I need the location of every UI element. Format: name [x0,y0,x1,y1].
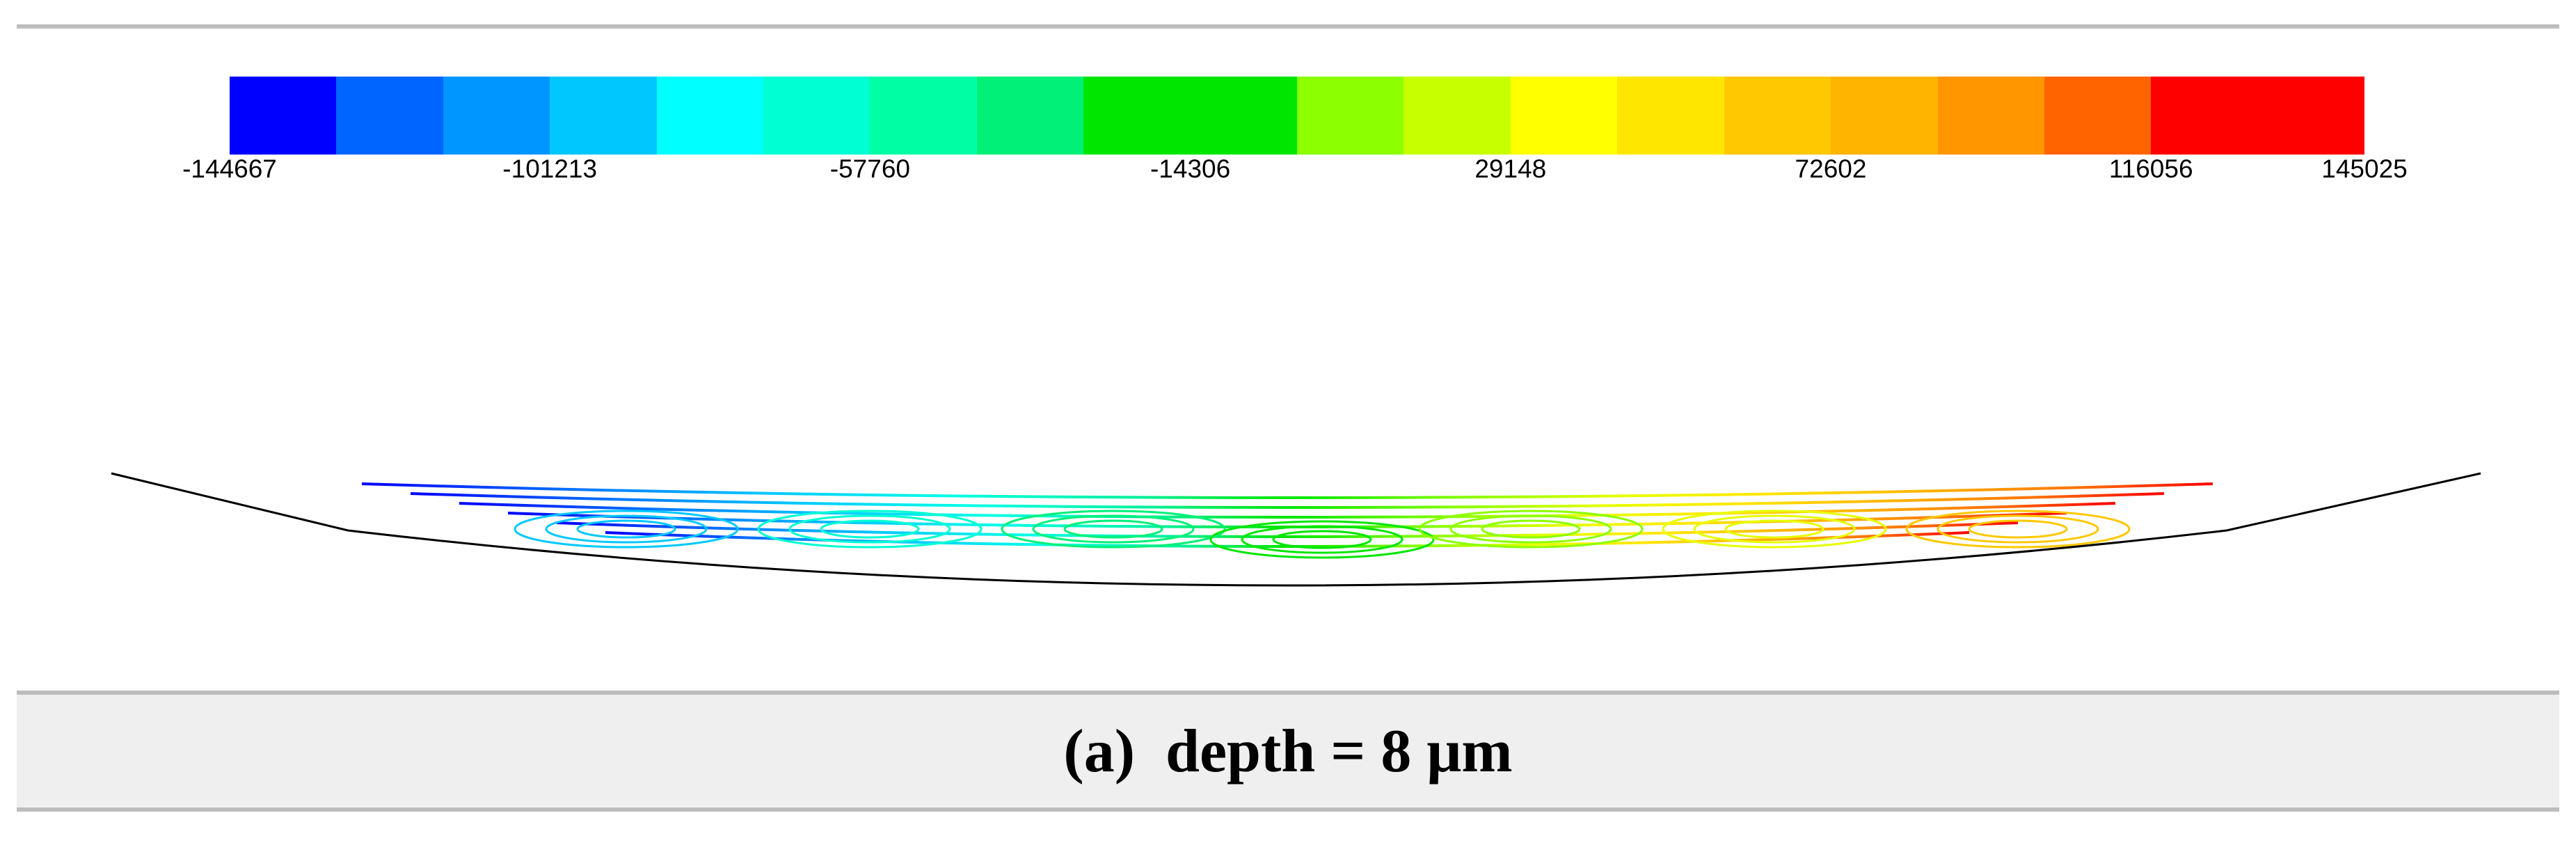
legend-tick-label: -101213 [502,155,598,183]
legend-swatch [763,77,870,155]
legend-swatch [1190,77,1298,155]
eddy-contour [1481,519,1581,539]
cavity-wall [111,472,2481,587]
legend-swatch [1404,77,1511,155]
legend-tick-label: -14306 [1150,155,1231,183]
eddy-contour [514,510,739,549]
caption-top-rule [17,691,2559,695]
eddy-contour [1241,525,1404,554]
figure-caption: (a) depth = 8 μm [1063,717,1513,785]
legend-swatch [336,77,443,155]
eddy-contour [576,519,676,539]
streamline [605,531,1970,548]
eddy-contour [1001,510,1226,549]
streamline [361,482,2213,499]
legend-swatch [1831,77,1938,155]
legend-swatch [1297,77,1404,155]
legend-swatch [1937,77,2044,155]
legend-tick-label: 145025 [2321,155,2408,183]
eddy-contour [1905,510,2131,549]
legend-swatch [656,77,764,155]
legend-tick-label: 29148 [1474,155,1547,183]
legend-tick-label: -57760 [829,155,910,183]
eddy-contour [1209,520,1435,559]
legend-tick-label: 116056 [2108,155,2193,183]
eddy-contour [1693,514,1856,544]
legend-swatch [550,77,657,155]
streamlines [111,378,2481,548]
eddy-contour [545,514,708,544]
eddy-contour [1968,519,2068,539]
legend-tick-label: 72602 [1795,155,1867,183]
streamline-plot [111,378,2481,587]
top-rule [17,24,2559,29]
eddy-contour [1937,514,2099,544]
caption-panel: (a) depth = 8 μm [17,695,2559,807]
eddy-contour [788,514,951,544]
legend-swatch [1617,77,1724,155]
legend-swatch [1083,77,1191,155]
eddy-contour [1418,510,1644,549]
eddy-contour [820,519,920,539]
legend-swatch [2257,77,2365,155]
recirculation-eddies [514,510,2131,559]
color-legend-labels: -144667 -101213 -57760 -14306 29148 72602 1160… [0,155,2576,196]
eddy-contour [1032,514,1195,544]
eddy-contour [1449,514,1612,544]
legend-tick-label: -144667 [182,155,277,183]
eddy-contour [1662,510,1887,549]
streamline [410,492,2165,509]
legend-swatch [1510,77,1618,155]
legend-swatch [976,77,1084,155]
streamline [459,502,2116,519]
legend-swatch [443,77,550,155]
bottom-rule [17,807,2559,812]
legend-swatch [1724,77,1831,155]
legend-swatch [230,77,337,155]
eddy-contour [1272,530,1372,549]
eddy-contour [1724,519,1824,539]
legend-swatch [2044,77,2152,155]
eddy-contour [1063,519,1163,539]
streamline [556,521,2019,538]
legend-swatch [2151,77,2258,155]
color-legend-bar [230,77,2365,155]
legend-swatch [870,77,977,155]
eddy-contour [757,510,983,549]
